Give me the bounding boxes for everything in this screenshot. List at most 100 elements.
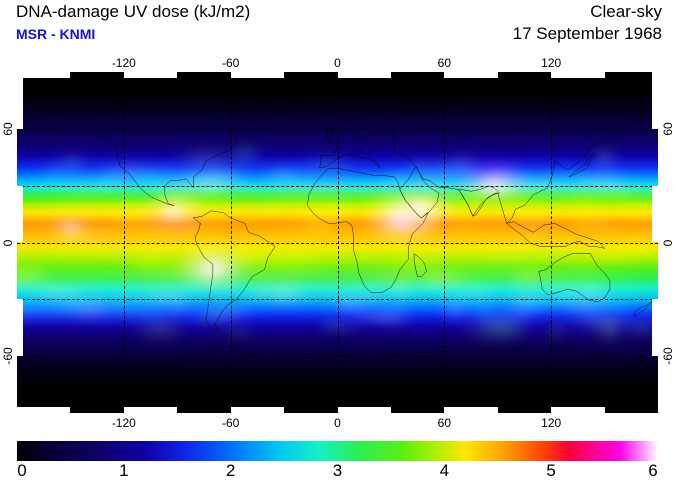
uv-blob — [52, 228, 95, 247]
uv-blob — [598, 293, 642, 316]
uv-blob — [261, 281, 309, 307]
uv-blob — [96, 157, 160, 188]
uv-blob — [559, 302, 628, 335]
uv-blob — [524, 263, 650, 305]
y-tick-label-right--60: -60 — [661, 347, 675, 365]
uv-blob — [216, 324, 260, 340]
uv-blob — [501, 190, 564, 227]
uv-blob — [132, 172, 258, 215]
colorbar-tick-4: 4 — [439, 461, 450, 480]
uv-blob — [411, 206, 443, 234]
tick-segment — [17, 407, 71, 413]
uv-blob — [401, 263, 473, 293]
coastline — [193, 211, 275, 330]
uv-blob — [549, 290, 618, 317]
coastline — [414, 254, 426, 277]
uv-blob — [478, 240, 550, 273]
date-label: 17 September 1968 — [512, 24, 662, 43]
colorbar-tick-0: 0 — [17, 461, 27, 480]
uv-blob — [597, 183, 638, 205]
coastline — [569, 154, 596, 177]
uv-blob — [407, 271, 477, 290]
x-tick-label--60: -60 — [221, 56, 240, 70]
coastline — [295, 115, 313, 119]
uv-blob — [106, 216, 172, 244]
tick-segment — [444, 72, 498, 78]
uv-blob — [163, 255, 229, 278]
uv-blob — [542, 319, 569, 341]
uv-blob — [25, 168, 151, 211]
uv-blob — [501, 211, 563, 242]
graticule — [17, 72, 658, 413]
uv-blob — [443, 278, 498, 306]
uv-blob — [531, 175, 567, 193]
uv-blob — [298, 152, 356, 182]
uv-blob — [471, 308, 524, 336]
source-label: MSR - KNMI — [16, 26, 96, 42]
axis-ticks-top — [17, 72, 658, 78]
gridline-lon-120 — [551, 72, 553, 413]
colorbar-tick-3: 3 — [332, 461, 343, 480]
uv-blob — [167, 171, 237, 197]
uv-blob — [499, 171, 560, 199]
colorbar-tick-5: 5 — [546, 461, 556, 480]
uv-blob — [444, 149, 485, 180]
uv-blob — [362, 175, 420, 209]
gridline-lon-0 — [337, 72, 339, 413]
gridline-lon--120 — [123, 72, 125, 413]
uv-blob — [149, 263, 198, 279]
uv-blob — [381, 220, 410, 240]
coastline — [320, 108, 393, 169]
tick-segment — [123, 72, 178, 78]
uv-blob — [193, 175, 234, 203]
uv-blob — [573, 167, 632, 194]
uv-blob — [125, 246, 173, 277]
uv-blob — [552, 164, 599, 195]
colorbar-tick-6: 6 — [648, 461, 658, 480]
uv-blob — [49, 231, 117, 247]
uv-blob — [104, 193, 152, 230]
uv-blob — [137, 240, 177, 256]
uv-blob — [194, 256, 240, 272]
condition-label: Clear-sky — [590, 2, 662, 21]
uv-blob — [500, 292, 546, 326]
map-plot — [17, 72, 658, 413]
uv-blob — [263, 168, 301, 186]
uv-blob — [568, 176, 658, 218]
axis-ticks-bottom — [17, 407, 658, 413]
gridline-lon--60 — [230, 72, 232, 413]
uv-blob — [444, 207, 486, 231]
uv-blob — [385, 245, 452, 279]
uv-blob — [66, 296, 124, 326]
uv-blob — [577, 315, 642, 332]
uv-blob — [471, 172, 596, 215]
gridline-lon-60 — [444, 72, 446, 413]
uv-blob — [506, 267, 554, 284]
x-tick-label-120: 120 — [541, 416, 562, 430]
uv-blob — [148, 190, 211, 211]
coastline — [307, 168, 428, 293]
uv-blob — [323, 291, 379, 316]
uv-blob — [155, 200, 192, 224]
x-tick-label-60: 60 — [437, 56, 452, 70]
uv-blob — [442, 188, 468, 202]
uv-blob — [388, 268, 415, 304]
uv-blob — [310, 267, 436, 309]
uv-blob — [290, 213, 343, 239]
uv-blob — [462, 292, 504, 326]
tick-segment — [337, 72, 391, 78]
uv-blob — [533, 276, 585, 308]
tick-segment — [17, 72, 23, 129]
axis-ticks-left — [17, 72, 23, 413]
uv-blob — [383, 167, 409, 187]
uv-blob — [611, 228, 657, 261]
uv-blob — [231, 239, 262, 274]
uv-blob — [17, 255, 133, 298]
uv-blob — [133, 286, 202, 309]
uv-blob — [353, 186, 409, 218]
tick-segment — [17, 299, 23, 357]
uv-blob — [570, 208, 626, 237]
x-tick-label--60: -60 — [221, 416, 240, 430]
uv-blob — [170, 144, 242, 176]
